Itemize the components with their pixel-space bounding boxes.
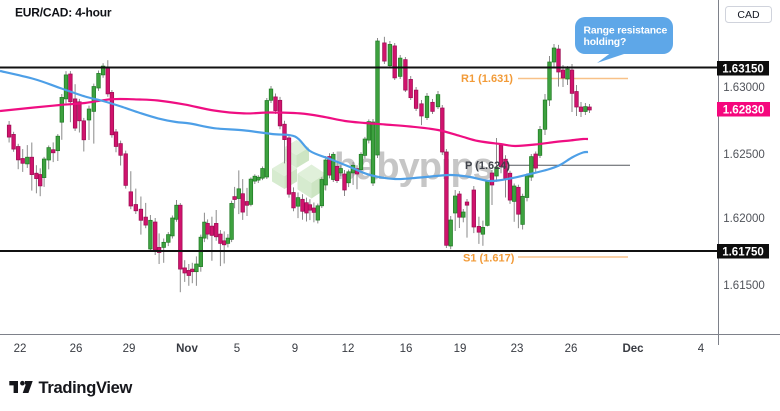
svg-text:holding?: holding? (584, 37, 627, 48)
svg-text:1.61500: 1.61500 (723, 280, 765, 292)
svg-text:Range resistance: Range resistance (584, 26, 668, 37)
svg-text:16: 16 (400, 343, 413, 355)
svg-text:26: 26 (70, 343, 83, 355)
svg-text:Dec: Dec (622, 343, 644, 355)
svg-text:1.62830: 1.62830 (723, 105, 765, 117)
svg-text:S1 (1.617): S1 (1.617) (463, 253, 515, 265)
svg-text:29: 29 (123, 343, 136, 355)
svg-text:23: 23 (511, 343, 524, 355)
svg-text:R1 (1.631): R1 (1.631) (461, 73, 513, 85)
svg-text:P (1.624): P (1.624) (465, 160, 510, 172)
svg-text:9: 9 (292, 343, 298, 355)
svg-text:CAD: CAD (737, 9, 760, 21)
svg-text:1.61750: 1.61750 (722, 247, 764, 259)
svg-text:1.62000: 1.62000 (723, 213, 765, 225)
svg-text:4: 4 (698, 343, 705, 355)
svg-text:EUR/CAD: 4-hour: EUR/CAD: 4-hour (15, 6, 112, 20)
svg-text:5: 5 (234, 343, 240, 355)
svg-text:12: 12 (342, 343, 355, 355)
svg-text:19: 19 (454, 343, 467, 355)
svg-text:TradingView: TradingView (39, 379, 133, 397)
svg-text:26: 26 (565, 343, 578, 355)
svg-text:1.63000: 1.63000 (723, 82, 765, 94)
svg-text:Nov: Nov (176, 343, 198, 355)
svg-text:22: 22 (14, 343, 27, 355)
svg-text:1.62500: 1.62500 (723, 149, 765, 161)
svg-text:1.63150: 1.63150 (722, 64, 764, 76)
